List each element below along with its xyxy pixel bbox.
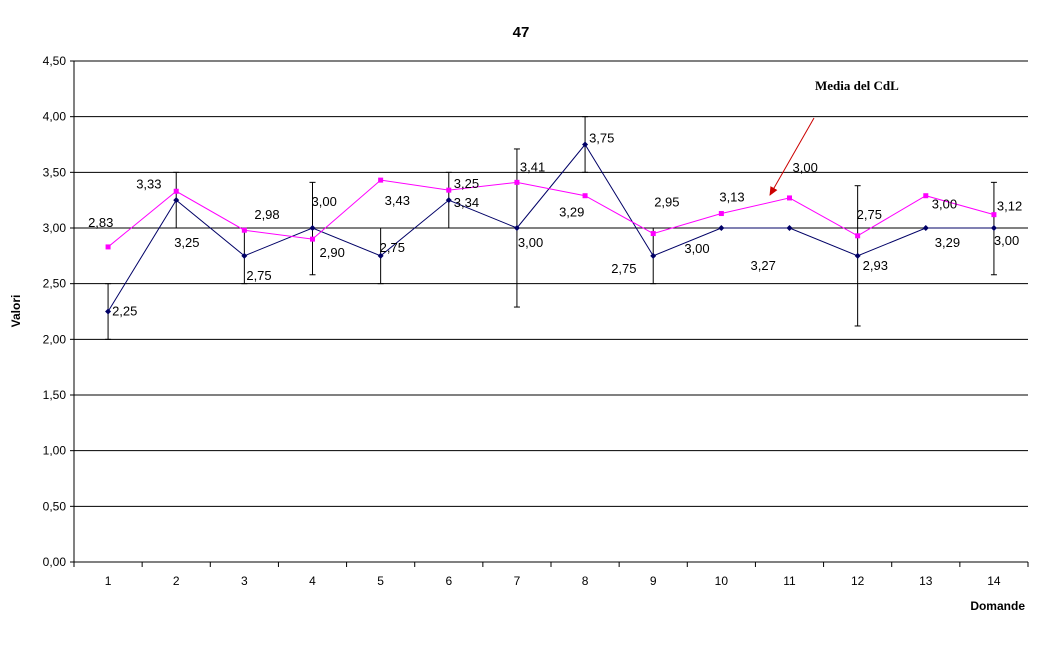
x-tick-label: 12 xyxy=(851,574,865,588)
x-tick-label: 8 xyxy=(582,574,589,588)
y-tick-label: 1,50 xyxy=(43,388,67,402)
data-point xyxy=(786,225,793,231)
data-label: 3,25 xyxy=(454,176,479,191)
data-point xyxy=(378,177,384,183)
x-tick-label: 10 xyxy=(715,574,729,588)
series-line-2 xyxy=(107,179,995,248)
data-point xyxy=(650,231,656,237)
axes: 0,00 0,50 1,00 1,50 2,00 2,50 3,00 3,50 4,00 4,50… xyxy=(43,54,1029,588)
data-label: 3,33 xyxy=(136,176,161,191)
x-tick-label: 6 xyxy=(445,574,452,588)
data-point xyxy=(377,252,384,259)
data-label: 3,43 xyxy=(385,193,410,208)
data-point xyxy=(173,197,180,204)
data-point xyxy=(854,252,861,259)
x-tick-label: 11 xyxy=(783,574,796,588)
series xyxy=(105,141,997,315)
gridlines xyxy=(74,60,1028,507)
y-tick-label: 2,00 xyxy=(43,332,67,346)
data-label: 2,75 xyxy=(246,268,271,283)
data-point xyxy=(991,212,997,218)
data-label: 3,00 xyxy=(312,194,337,209)
y-axis-title: Valori xyxy=(9,295,23,328)
data-label: 2,93 xyxy=(863,258,888,273)
x-tick-label: 7 xyxy=(514,574,521,588)
data-label: 3,27 xyxy=(751,258,776,273)
data-point xyxy=(923,193,929,199)
x-tick-label: 2 xyxy=(173,574,180,588)
y-tick-label: 3,50 xyxy=(43,165,67,179)
data-point xyxy=(241,252,248,259)
data-point xyxy=(513,225,520,231)
y-tick-label: 0,00 xyxy=(43,555,67,569)
data-label: 3,25 xyxy=(174,235,199,250)
data-point xyxy=(922,225,929,231)
data-label: 2,90 xyxy=(320,245,345,260)
data-point xyxy=(514,179,520,185)
y-tick-label: 1,00 xyxy=(43,444,67,458)
data-point xyxy=(445,197,452,204)
x-tick-label: 1 xyxy=(105,574,112,588)
data-label: 2,75 xyxy=(611,261,636,276)
data-label: 3,00 xyxy=(932,197,957,212)
data-label: 3,12 xyxy=(997,199,1022,214)
data-point xyxy=(241,227,247,233)
data-label: 3,00 xyxy=(684,241,709,256)
annotation-arrow xyxy=(769,117,815,196)
chart-title: 47 xyxy=(513,24,530,41)
data-point xyxy=(990,225,997,231)
data-point xyxy=(582,193,588,199)
data-point xyxy=(582,141,589,148)
y-tick-label: 2,50 xyxy=(43,277,67,291)
data-label: 2,83 xyxy=(88,215,113,230)
data-point xyxy=(855,233,861,239)
data-point xyxy=(173,188,179,194)
data-label: 2,25 xyxy=(112,304,137,319)
data-label: 3,34 xyxy=(454,195,479,210)
y-tick-label: 3,00 xyxy=(43,221,67,235)
x-tick-label: 5 xyxy=(377,574,384,588)
data-point xyxy=(650,252,657,259)
y-tick-label: 4,50 xyxy=(43,54,67,68)
data-label: 3,00 xyxy=(994,233,1019,248)
data-point xyxy=(309,225,316,231)
data-point xyxy=(310,236,315,242)
data-label: 2,75 xyxy=(857,207,882,222)
x-tick-label: 3 xyxy=(241,574,248,588)
x-tick-label: 4 xyxy=(309,574,316,588)
data-point xyxy=(446,187,452,193)
y-tick-label: 0,50 xyxy=(43,499,67,513)
data-label: 2,95 xyxy=(654,195,679,210)
data-label: 2,98 xyxy=(254,207,279,222)
data-label: 2,75 xyxy=(380,240,405,255)
data-point xyxy=(718,211,724,217)
data-label: 3,00 xyxy=(793,160,818,175)
data-label: 3,29 xyxy=(559,205,584,220)
data-point xyxy=(105,244,111,250)
x-tick-label: 14 xyxy=(987,574,1001,588)
y-tick-label: 4,00 xyxy=(43,110,67,124)
x-axis-title: Domande xyxy=(970,599,1025,613)
data-label: 3,29 xyxy=(935,235,960,250)
data-label: 3,75 xyxy=(589,131,614,146)
series-line-1 xyxy=(107,143,994,312)
data-point xyxy=(718,225,725,231)
data-point xyxy=(105,308,112,315)
data-point xyxy=(787,195,792,201)
x-tick-label: 13 xyxy=(919,574,933,588)
x-tick-label: 9 xyxy=(650,574,657,588)
data-label: 3,41 xyxy=(520,159,545,174)
data-label: 3,13 xyxy=(719,190,744,205)
data-labels: 2,25 2,83 3,33 3,25 2,98 2,75 3,00 2,90 2,75 3,43… xyxy=(88,131,1022,319)
data-label: 3,00 xyxy=(518,235,543,250)
annotation-label: Media del CdL xyxy=(815,78,899,93)
